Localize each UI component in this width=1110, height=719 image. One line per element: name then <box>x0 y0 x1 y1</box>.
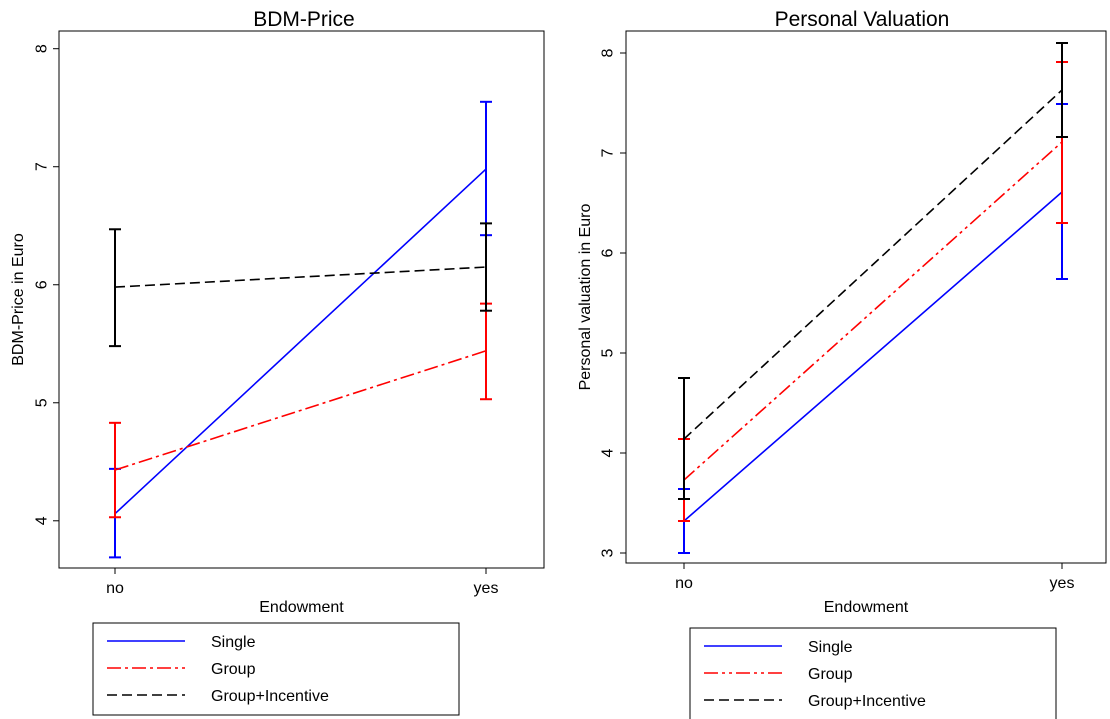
series-group-incentive <box>678 42 1068 500</box>
chart-title: BDM-Price <box>253 8 355 31</box>
series-line <box>114 266 487 288</box>
x-tick-label: no <box>675 575 693 592</box>
legend-label: Group <box>808 666 853 683</box>
chart-panel-1: BDM-Price 4 5 6 7 8 no yes Endowment BDM-Price in… <box>10 8 545 716</box>
y-tick-label: 7 <box>600 148 617 157</box>
x-tick-label: yes <box>474 580 499 597</box>
y-axis-label: Personal valuation in Euro <box>577 204 594 391</box>
series-group-incentive <box>109 222 492 348</box>
y-axis-label: BDM-Price in Euro <box>10 233 27 366</box>
legend-label: Group <box>211 661 256 678</box>
y-tick-label: 4 <box>34 516 51 525</box>
y-tick-label: 6 <box>34 280 51 289</box>
series-line <box>683 191 1063 522</box>
y-tick-label: 7 <box>34 162 51 171</box>
legend-label: Single <box>211 634 256 651</box>
x-axis-label: Endowment <box>259 599 344 616</box>
y-tick-label: 3 <box>600 548 617 557</box>
y-tick-label: 4 <box>600 448 617 457</box>
legend-box <box>689 627 1057 719</box>
legend-label: Single <box>808 639 853 656</box>
series-single <box>678 103 1068 554</box>
legend-label: Group+Incentive <box>808 693 926 710</box>
y-tick-label: 5 <box>600 348 617 357</box>
y-tick-label: 5 <box>34 398 51 407</box>
legend: Single Group Group+Incentive <box>92 622 460 716</box>
series-group <box>678 61 1068 522</box>
series-group <box>109 302 492 519</box>
plot-frame <box>58 30 545 569</box>
series-line <box>683 141 1063 481</box>
legend-box <box>92 622 460 716</box>
plot-frame <box>625 30 1107 564</box>
chart-panel-2: Personal Valuation 3 4 5 6 7 8 no yes Endowment Pe… <box>577 8 1107 719</box>
x-axis-label: Endowment <box>824 599 909 616</box>
y-tick-label: 8 <box>600 48 617 57</box>
x-tick-label: no <box>106 580 124 597</box>
series-line <box>683 89 1063 440</box>
x-tick-label: yes <box>1050 575 1075 592</box>
chart-title: Personal Valuation <box>775 8 950 31</box>
series-line <box>114 350 487 471</box>
legend-label: Group+Incentive <box>211 688 329 705</box>
legend: Single Group Group+Incentive <box>689 627 1057 719</box>
series-line <box>114 168 487 515</box>
y-tick-label: 8 <box>34 44 51 53</box>
y-tick-label: 6 <box>600 248 617 257</box>
series-single <box>109 100 492 559</box>
